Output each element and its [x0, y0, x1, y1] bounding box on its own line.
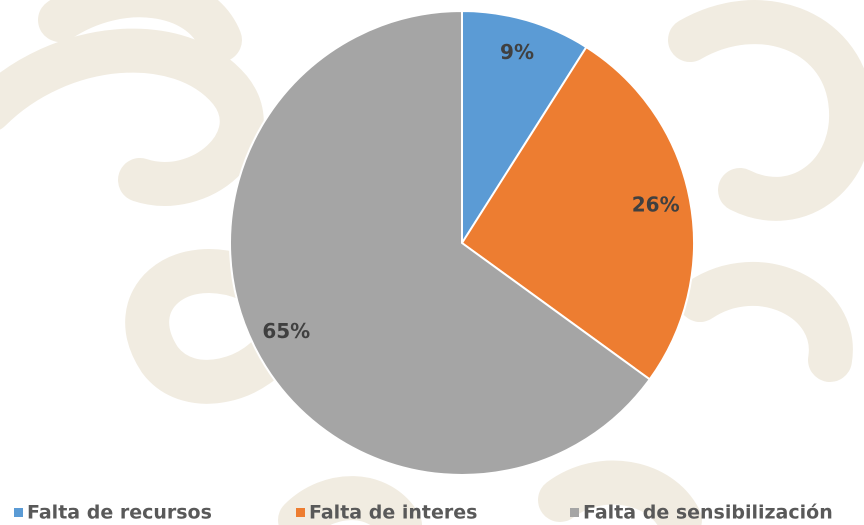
legend-swatch	[14, 508, 23, 517]
data-label: 9%	[500, 40, 534, 64]
legend-label: Falta de interes	[309, 502, 477, 524]
pie-slice	[461, 9, 588, 247]
data-label: 26%	[632, 193, 680, 217]
legend: Falta de recursos Falta de interes Falta d…	[14, 502, 833, 524]
pie: 9% 26% 65%	[229, 9, 695, 476]
pie-slice	[229, 9, 652, 476]
legend-label: Falta de sensibilización	[583, 502, 833, 524]
data-label: 65%	[262, 319, 310, 343]
legend-swatch	[296, 508, 305, 517]
pie-slice	[460, 45, 695, 381]
legend-label: Falta de recursos	[27, 502, 212, 524]
legend-swatch	[570, 508, 579, 517]
